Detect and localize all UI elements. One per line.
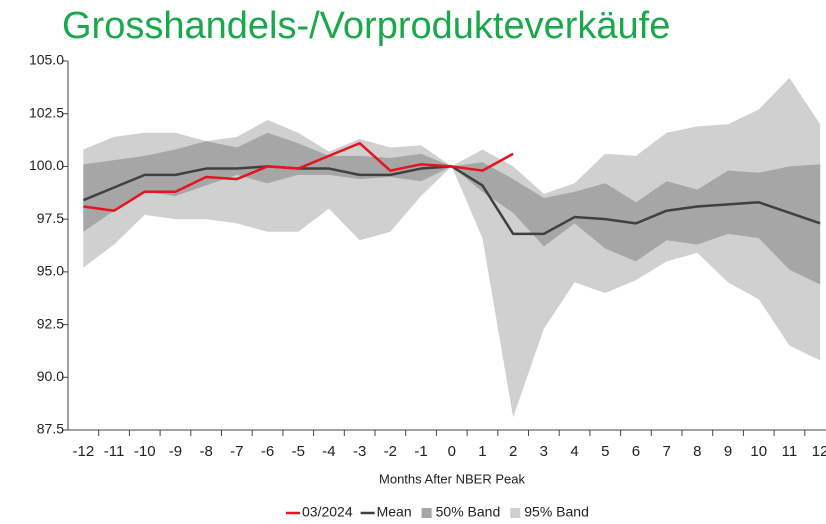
x-tick-label: -12 xyxy=(73,443,95,460)
x-tick-label: 2 xyxy=(509,443,517,460)
x-tick-label: -3 xyxy=(353,443,366,460)
legend-label: Mean xyxy=(377,504,412,520)
band-area xyxy=(83,77,821,418)
x-tick-label: 0 xyxy=(448,443,456,460)
x-tick-label: 11 xyxy=(782,443,798,460)
x-tick-label: 5 xyxy=(601,443,609,460)
legend: 03/2024 Mean 50% Band 95% Band xyxy=(286,504,589,520)
y-tick-label: 102.5 xyxy=(29,104,64,120)
x-tick-label: -1 xyxy=(414,443,427,460)
legend-label: 95% Band xyxy=(524,504,589,520)
y-tick-label: 90.0 xyxy=(37,368,64,384)
x-tick-label: 8 xyxy=(693,443,701,460)
x-tick-label: -10 xyxy=(134,443,156,460)
x-tick-label: 1 xyxy=(478,443,486,460)
y-tick-label: 100.0 xyxy=(29,157,64,173)
x-tick-label: -4 xyxy=(322,443,335,460)
x-tick-label: -8 xyxy=(199,443,212,460)
y-tick-label: 97.5 xyxy=(37,210,64,226)
chart-title: Grosshandels-/Vorprodukteverkäufe xyxy=(62,5,670,47)
x-tick-label: -6 xyxy=(261,443,274,460)
x-tick-label: -5 xyxy=(292,443,305,460)
x-tick-label: 6 xyxy=(632,443,640,460)
band-area xyxy=(83,132,821,285)
legend-swatch xyxy=(421,508,432,518)
legend-swatch xyxy=(510,508,521,518)
x-tick-label: -2 xyxy=(384,443,397,460)
legend-label: 03/2024 xyxy=(302,504,353,520)
x-axis-label: Months After NBER Peak xyxy=(379,471,525,486)
y-tick-label: 92.5 xyxy=(37,315,64,331)
x-tick-label: 7 xyxy=(662,443,670,460)
y-tick-label: 105.0 xyxy=(29,52,64,68)
legend-label: 50% Band xyxy=(436,504,501,520)
x-tick-label: -9 xyxy=(169,443,182,460)
x-tick-label: 9 xyxy=(724,443,732,460)
y-tick-label: 87.5 xyxy=(37,421,64,437)
x-tick-label: 4 xyxy=(570,443,578,460)
x-tick-label: 3 xyxy=(540,443,548,460)
y-tick-label: 95.0 xyxy=(37,263,64,279)
x-tick-label: -7 xyxy=(230,443,243,460)
series-line xyxy=(83,141,514,212)
x-tick-label: -11 xyxy=(104,443,125,460)
x-tick-label: 10 xyxy=(750,443,767,460)
x-tick-label: 12 xyxy=(812,443,826,460)
